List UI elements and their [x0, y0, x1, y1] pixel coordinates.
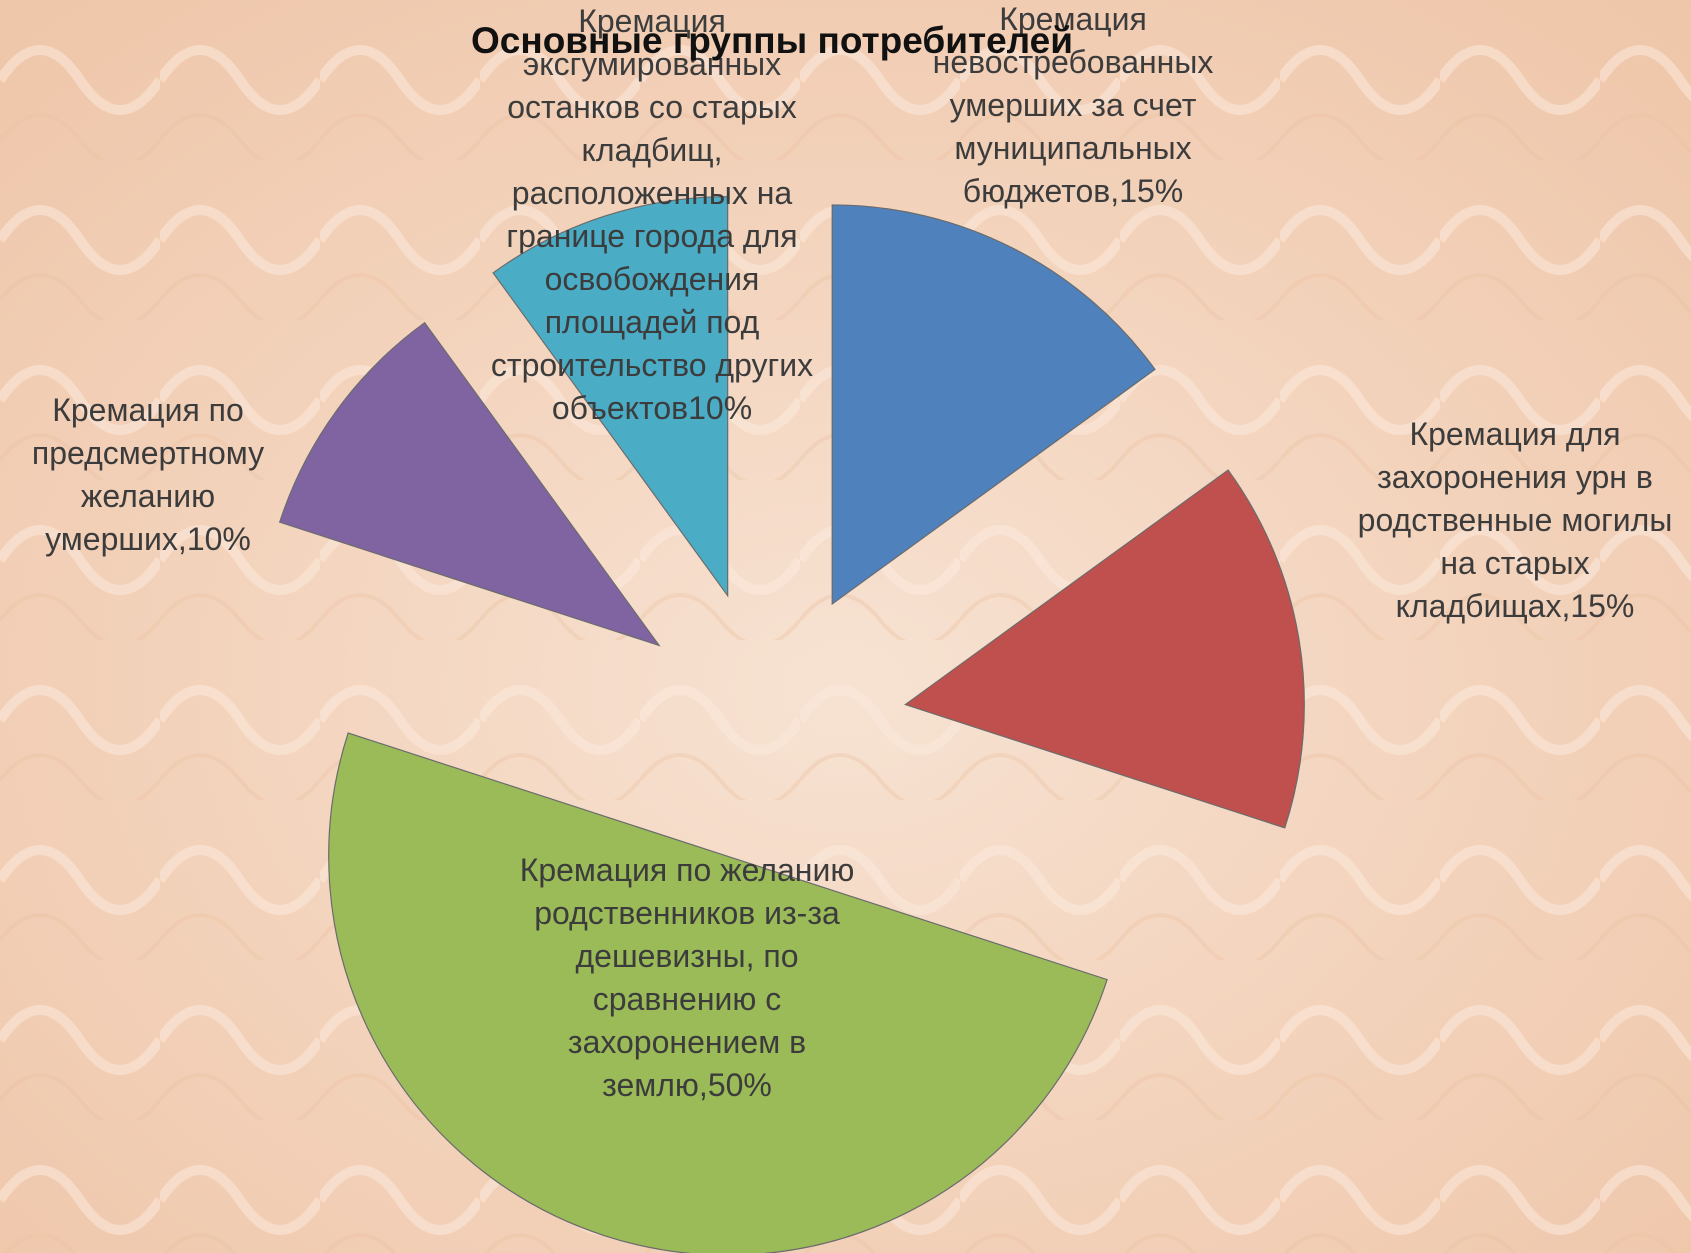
data-label: Кремация невостребованных умерших за счет м…: [933, 1, 1214, 209]
pie: [278, 196, 1305, 1253]
data-label: Кремация по желанию родственников из-за де…: [520, 852, 855, 1103]
labels: Кремация невостребованных умерших за счет м…: [32, 1, 1672, 1103]
pie-slice: [492, 196, 729, 598]
data-label: Кремация по предсмертному желанию умерших,1…: [32, 392, 264, 557]
data-label: Кремация эксгумированных останков со стары…: [491, 3, 813, 426]
pie-slice: [278, 321, 661, 647]
pie-slice: [328, 732, 1108, 1253]
data-label: Кремация для захоронения урн в родственные…: [1358, 416, 1673, 624]
chart-title: Основные группы потребителей: [471, 20, 1073, 61]
pie-slice: [904, 469, 1305, 829]
pie-slice: [831, 204, 1156, 606]
